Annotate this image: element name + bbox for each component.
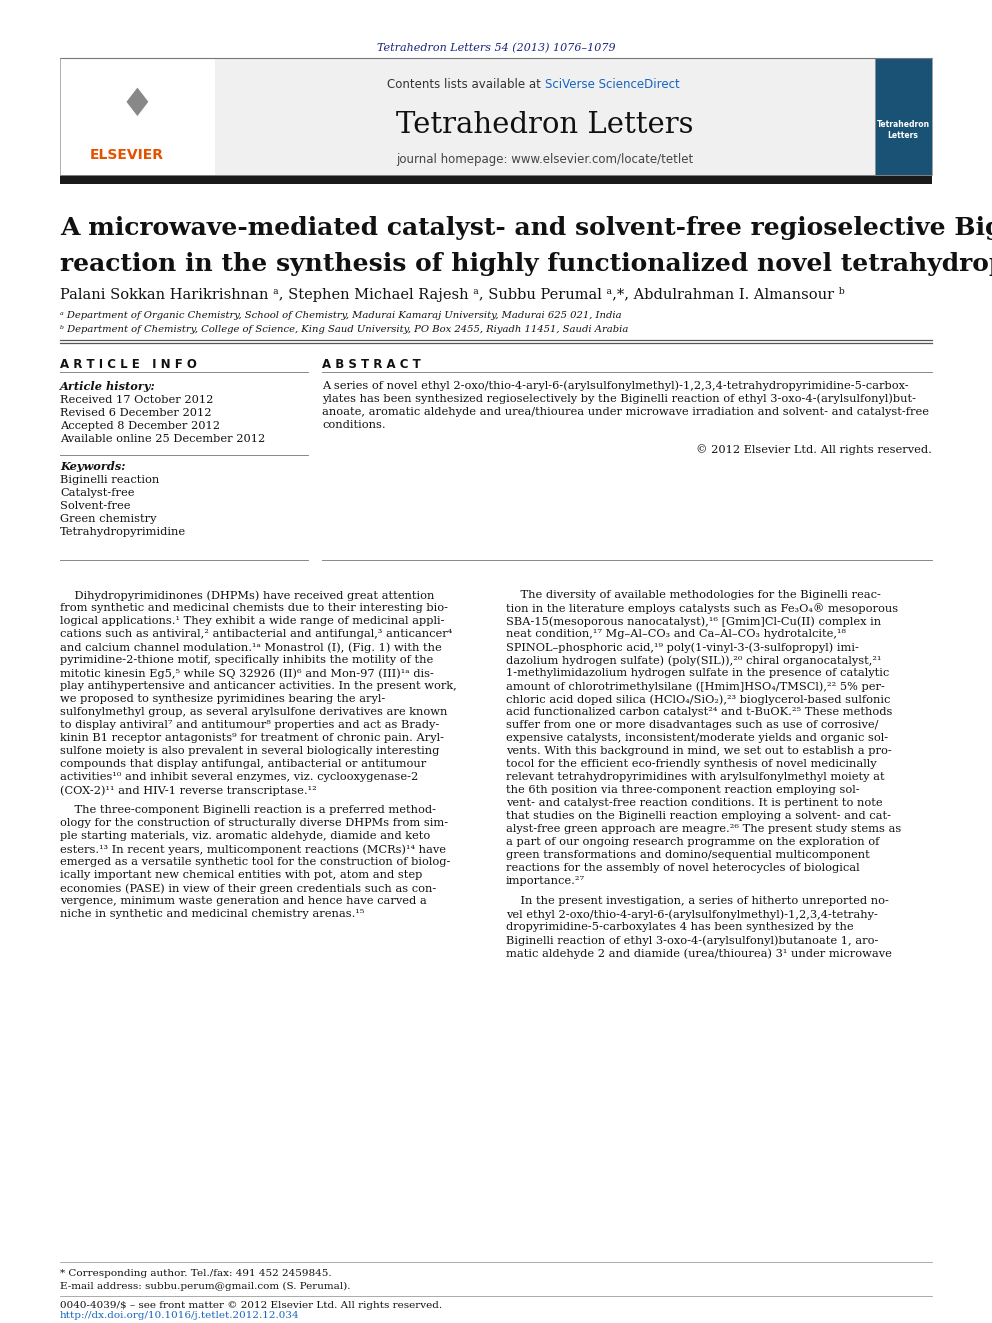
Text: kinin B1 receptor antagonists⁹ for treatment of chronic pain. Aryl-: kinin B1 receptor antagonists⁹ for treat… bbox=[60, 733, 444, 744]
Text: green transformations and domino/sequential multicomponent: green transformations and domino/sequent… bbox=[506, 849, 870, 860]
Text: tocol for the efficient eco-friendly synthesis of novel medicinally: tocol for the efficient eco-friendly syn… bbox=[506, 759, 877, 769]
Text: dropyrimidine-5-carboxylates 4 has been synthesized by the: dropyrimidine-5-carboxylates 4 has been … bbox=[506, 922, 854, 931]
Text: Available online 25 December 2012: Available online 25 December 2012 bbox=[60, 434, 265, 445]
Text: expensive catalysts, inconsistent/moderate yields and organic sol-: expensive catalysts, inconsistent/modera… bbox=[506, 733, 888, 744]
Text: niche in synthetic and medicinal chemistry arenas.¹⁵: niche in synthetic and medicinal chemist… bbox=[60, 909, 364, 919]
Text: conditions.: conditions. bbox=[322, 419, 386, 430]
Text: sulfone moiety is also prevalent in several biologically interesting: sulfone moiety is also prevalent in seve… bbox=[60, 746, 439, 755]
Text: A B S T R A C T: A B S T R A C T bbox=[322, 359, 421, 372]
Text: activities¹⁰ and inhibit several enzymes, viz. cyclooxygenase-2: activities¹⁰ and inhibit several enzymes… bbox=[60, 773, 419, 782]
Text: ology for the construction of structurally diverse DHPMs from sim-: ology for the construction of structural… bbox=[60, 818, 448, 828]
Text: sulfonylmethyl group, as several arylsulfone derivatives are known: sulfonylmethyl group, as several arylsul… bbox=[60, 706, 447, 717]
Text: Solvent-free: Solvent-free bbox=[60, 501, 131, 511]
Text: Keywords:: Keywords: bbox=[60, 462, 126, 472]
Text: Contents lists available at: Contents lists available at bbox=[387, 78, 545, 91]
Text: E-mail address: subbu.perum@gmail.com (S. Perumal).: E-mail address: subbu.perum@gmail.com (S… bbox=[60, 1282, 350, 1290]
Text: SPINOL–phosphoric acid,¹⁹ poly(1-vinyl-3-(3-sulfopropyl) imi-: SPINOL–phosphoric acid,¹⁹ poly(1-vinyl-3… bbox=[506, 642, 859, 652]
Text: vents. With this background in mind, we set out to establish a pro-: vents. With this background in mind, we … bbox=[506, 746, 892, 755]
Text: Dihydropyrimidinones (DHPMs) have received great attention: Dihydropyrimidinones (DHPMs) have receiv… bbox=[60, 590, 434, 601]
Text: mitotic kinesin Eg5,⁵ while SQ 32926 (II)⁶ and Mon-97 (III)¹ᵃ dis-: mitotic kinesin Eg5,⁵ while SQ 32926 (II… bbox=[60, 668, 434, 679]
Text: * Corresponding author. Tel./fax: 491 452 2459845.: * Corresponding author. Tel./fax: 491 45… bbox=[60, 1270, 331, 1278]
Text: ᵃ Department of Organic Chemistry, School of Chemistry, Madurai Kamaraj Universi: ᵃ Department of Organic Chemistry, Schoo… bbox=[60, 311, 622, 319]
FancyBboxPatch shape bbox=[60, 175, 932, 184]
Text: vent- and catalyst-free reaction conditions. It is pertinent to note: vent- and catalyst-free reaction conditi… bbox=[506, 798, 883, 808]
Text: The three-component Biginelli reaction is a preferred method-: The three-component Biginelli reaction i… bbox=[60, 804, 436, 815]
Text: Biginelli reaction of ethyl 3-oxo-4-(arylsulfonyl)butanoate 1, aro-: Biginelli reaction of ethyl 3-oxo-4-(ary… bbox=[506, 935, 878, 946]
Text: suffer from one or more disadvantages such as use of corrosive/: suffer from one or more disadvantages su… bbox=[506, 720, 879, 730]
Text: a part of our ongoing research programme on the exploration of: a part of our ongoing research programme… bbox=[506, 837, 879, 847]
Text: Revised 6 December 2012: Revised 6 December 2012 bbox=[60, 407, 211, 418]
Text: Tetrahedron Letters 54 (2013) 1076–1079: Tetrahedron Letters 54 (2013) 1076–1079 bbox=[377, 42, 615, 53]
Text: © 2012 Elsevier Ltd. All rights reserved.: © 2012 Elsevier Ltd. All rights reserved… bbox=[696, 445, 932, 455]
Text: relevant tetrahydropyrimidines with arylsulfonylmethyl moiety at: relevant tetrahydropyrimidines with aryl… bbox=[506, 773, 885, 782]
Text: Tetrahedron Letters: Tetrahedron Letters bbox=[396, 111, 693, 139]
Text: esters.¹³ In recent years, multicomponent reactions (MCRs)¹⁴ have: esters.¹³ In recent years, multicomponen… bbox=[60, 844, 446, 855]
Text: SBA-15(mesoporous nanocatalyst),¹⁶ [Gmim]Cl-Cu(II) complex in: SBA-15(mesoporous nanocatalyst),¹⁶ [Gmim… bbox=[506, 617, 881, 627]
Text: Catalyst-free: Catalyst-free bbox=[60, 488, 135, 497]
Text: journal homepage: www.elsevier.com/locate/tetlet: journal homepage: www.elsevier.com/locat… bbox=[397, 153, 693, 167]
Text: 0040-4039/$ – see front matter © 2012 Elsevier Ltd. All rights reserved.: 0040-4039/$ – see front matter © 2012 El… bbox=[60, 1301, 442, 1310]
Text: pyrimidine-2-thione motif, specifically inhibits the motility of the: pyrimidine-2-thione motif, specifically … bbox=[60, 655, 434, 665]
Text: play antihypertensive and anticancer activities. In the present work,: play antihypertensive and anticancer act… bbox=[60, 681, 456, 691]
Text: reactions for the assembly of novel heterocycles of biological: reactions for the assembly of novel hete… bbox=[506, 863, 860, 873]
Text: (COX-2)¹¹ and HIV-1 reverse transcriptase.¹²: (COX-2)¹¹ and HIV-1 reverse transcriptas… bbox=[60, 785, 316, 795]
Text: importance.²⁷: importance.²⁷ bbox=[506, 876, 585, 886]
Text: to display antiviral⁷ and antitumour⁸ properties and act as Brady-: to display antiviral⁷ and antitumour⁸ pr… bbox=[60, 720, 439, 730]
Text: Tetrahedron
Letters: Tetrahedron Letters bbox=[877, 120, 930, 140]
Text: alyst-free green approach are meagre.²⁶ The present study stems as: alyst-free green approach are meagre.²⁶ … bbox=[506, 824, 902, 833]
Text: ically important new chemical entities with pot, atom and step: ically important new chemical entities w… bbox=[60, 871, 423, 880]
Text: ELSEVIER: ELSEVIER bbox=[90, 148, 164, 161]
Text: amount of chlorotrimethylsilane ([Hmim]HSO₄/TMSCl),²² 5% per-: amount of chlorotrimethylsilane ([Hmim]H… bbox=[506, 681, 885, 692]
Text: vergence, minimum waste generation and hence have carved a: vergence, minimum waste generation and h… bbox=[60, 896, 427, 906]
Text: Received 17 October 2012: Received 17 October 2012 bbox=[60, 396, 213, 405]
Text: tion in the literature employs catalysts such as Fe₃O₄® mesoporous: tion in the literature employs catalysts… bbox=[506, 603, 898, 614]
Text: acid functionalized carbon catalyst²⁴ and t-BuOK.²⁵ These methods: acid functionalized carbon catalyst²⁴ an… bbox=[506, 706, 893, 717]
Text: The diversity of available methodologies for the Biginelli reac-: The diversity of available methodologies… bbox=[506, 590, 881, 601]
Text: economies (PASE) in view of their green credentials such as con-: economies (PASE) in view of their green … bbox=[60, 882, 436, 893]
Text: chloric acid doped silica (HClO₄/SiO₂),²³ bioglycerol-based sulfonic: chloric acid doped silica (HClO₄/SiO₂),²… bbox=[506, 695, 891, 705]
Text: from synthetic and medicinal chemists due to their interesting bio-: from synthetic and medicinal chemists du… bbox=[60, 603, 448, 613]
Text: SciVerse ScienceDirect: SciVerse ScienceDirect bbox=[545, 78, 680, 91]
Text: A microwave-mediated catalyst- and solvent-free regioselective Biginelli: A microwave-mediated catalyst- and solve… bbox=[60, 216, 992, 239]
Text: In the present investigation, a series of hitherto unreported no-: In the present investigation, a series o… bbox=[506, 896, 889, 906]
Text: Biginelli reaction: Biginelli reaction bbox=[60, 475, 160, 486]
Text: ple starting materials, viz. aromatic aldehyde, diamide and keto: ple starting materials, viz. aromatic al… bbox=[60, 831, 431, 841]
Text: the 6th position via three-component reaction employing sol-: the 6th position via three-component rea… bbox=[506, 785, 860, 795]
Text: 1-methylimidazolium hydrogen sulfate in the presence of catalytic: 1-methylimidazolium hydrogen sulfate in … bbox=[506, 668, 889, 677]
Text: Palani Sokkan Harikrishnan ᵃ, Stephen Michael Rajesh ᵃ, Subbu Perumal ᵃ,*, Abdul: Palani Sokkan Harikrishnan ᵃ, Stephen Mi… bbox=[60, 287, 844, 302]
Text: neat condition,¹⁷ Mg–Al–CO₃ and Ca–Al–CO₃ hydrotalcite,¹⁸: neat condition,¹⁷ Mg–Al–CO₃ and Ca–Al–CO… bbox=[506, 628, 846, 639]
Text: matic aldehyde 2 and diamide (urea/thiourea) 3¹ under microwave: matic aldehyde 2 and diamide (urea/thiou… bbox=[506, 949, 892, 959]
Text: A series of novel ethyl 2-oxo/thio-4-aryl-6-(arylsulfonylmethyl)-1,2,3,4-tetrahy: A series of novel ethyl 2-oxo/thio-4-ary… bbox=[322, 381, 909, 392]
FancyBboxPatch shape bbox=[875, 58, 932, 175]
Text: that studies on the Biginelli reaction employing a solvent- and cat-: that studies on the Biginelli reaction e… bbox=[506, 811, 891, 822]
FancyBboxPatch shape bbox=[215, 58, 875, 175]
Text: compounds that display antifungal, antibacterial or antitumour: compounds that display antifungal, antib… bbox=[60, 759, 427, 769]
Text: and calcium channel modulation.¹ᵃ Monastrol (I), (Fig. 1) with the: and calcium channel modulation.¹ᵃ Monast… bbox=[60, 642, 441, 652]
Text: cations such as antiviral,² antibacterial and antifungal,³ anticancer⁴: cations such as antiviral,² antibacteria… bbox=[60, 628, 452, 639]
Text: ylates has been synthesized regioselectively by the Biginelli reaction of ethyl : ylates has been synthesized regioselecti… bbox=[322, 394, 916, 405]
Text: reaction in the synthesis of highly functionalized novel tetrahydropyrimidines: reaction in the synthesis of highly func… bbox=[60, 251, 992, 277]
Text: we proposed to synthesize pyrimidines bearing the aryl-: we proposed to synthesize pyrimidines be… bbox=[60, 695, 385, 704]
Text: A R T I C L E   I N F O: A R T I C L E I N F O bbox=[60, 359, 196, 372]
Text: ♦: ♦ bbox=[120, 86, 155, 124]
Text: dazolium hydrogen sulfate) (poly(SIL)),²⁰ chiral organocatalyst,²¹: dazolium hydrogen sulfate) (poly(SIL)),²… bbox=[506, 655, 882, 665]
Text: anoate, aromatic aldehyde and urea/thiourea under microwave irradiation and solv: anoate, aromatic aldehyde and urea/thiou… bbox=[322, 407, 929, 417]
Text: Green chemistry: Green chemistry bbox=[60, 515, 157, 524]
Text: ᵇ Department of Chemistry, College of Science, King Saud University, PO Box 2455: ᵇ Department of Chemistry, College of Sc… bbox=[60, 324, 628, 333]
Text: logical applications.¹ They exhibit a wide range of medicinal appli-: logical applications.¹ They exhibit a wi… bbox=[60, 617, 444, 626]
Text: emerged as a versatile synthetic tool for the construction of biolog-: emerged as a versatile synthetic tool fo… bbox=[60, 857, 450, 867]
Text: Tetrahydropyrimidine: Tetrahydropyrimidine bbox=[60, 527, 186, 537]
Text: http://dx.doi.org/10.1016/j.tetlet.2012.12.034: http://dx.doi.org/10.1016/j.tetlet.2012.… bbox=[60, 1311, 300, 1320]
Text: Article history:: Article history: bbox=[60, 381, 156, 392]
FancyBboxPatch shape bbox=[60, 58, 215, 175]
Text: vel ethyl 2-oxo/thio-4-aryl-6-(arylsulfonylmethyl)-1,2,3,4-tetrahy-: vel ethyl 2-oxo/thio-4-aryl-6-(arylsulfo… bbox=[506, 909, 878, 919]
Text: Accepted 8 December 2012: Accepted 8 December 2012 bbox=[60, 421, 220, 431]
